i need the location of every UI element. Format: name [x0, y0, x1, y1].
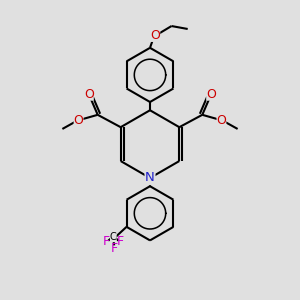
Text: F: F [111, 242, 118, 255]
Text: C: C [110, 232, 117, 242]
Text: O: O [217, 114, 226, 127]
Text: F: F [116, 235, 124, 248]
Text: O: O [206, 88, 216, 101]
Text: N: N [145, 172, 155, 184]
Text: O: O [150, 29, 160, 42]
Text: F: F [103, 235, 110, 248]
Text: O: O [74, 114, 83, 127]
Text: O: O [84, 88, 94, 101]
